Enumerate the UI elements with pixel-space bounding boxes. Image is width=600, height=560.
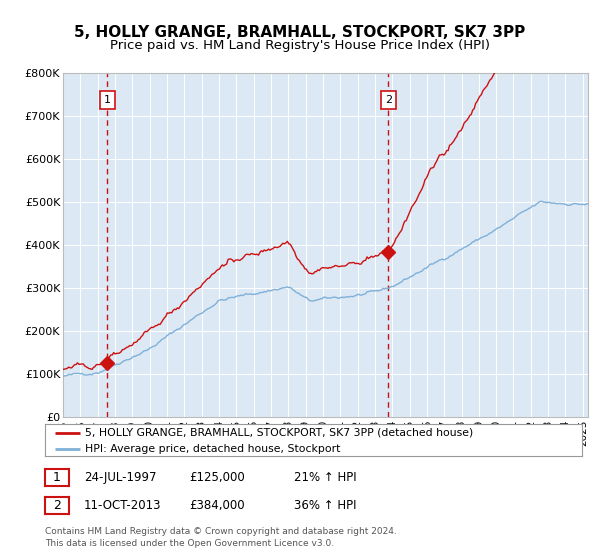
Text: 24-JUL-1997: 24-JUL-1997	[84, 470, 157, 484]
Text: 2: 2	[53, 498, 61, 512]
Text: 1: 1	[104, 95, 111, 105]
Text: 5, HOLLY GRANGE, BRAMHALL, STOCKPORT, SK7 3PP: 5, HOLLY GRANGE, BRAMHALL, STOCKPORT, SK…	[74, 25, 526, 40]
Text: 21% ↑ HPI: 21% ↑ HPI	[294, 470, 356, 484]
Text: Contains HM Land Registry data © Crown copyright and database right 2024.
This d: Contains HM Land Registry data © Crown c…	[45, 527, 397, 548]
Text: 2: 2	[385, 95, 392, 105]
Text: 1: 1	[53, 470, 61, 484]
Text: £125,000: £125,000	[189, 470, 245, 484]
Text: 36% ↑ HPI: 36% ↑ HPI	[294, 498, 356, 512]
Text: £384,000: £384,000	[189, 498, 245, 512]
Text: 5, HOLLY GRANGE, BRAMHALL, STOCKPORT, SK7 3PP (detached house): 5, HOLLY GRANGE, BRAMHALL, STOCKPORT, SK…	[85, 428, 473, 438]
Text: Price paid vs. HM Land Registry's House Price Index (HPI): Price paid vs. HM Land Registry's House …	[110, 39, 490, 52]
Text: HPI: Average price, detached house, Stockport: HPI: Average price, detached house, Stoc…	[85, 444, 341, 454]
Text: 11-OCT-2013: 11-OCT-2013	[84, 498, 161, 512]
